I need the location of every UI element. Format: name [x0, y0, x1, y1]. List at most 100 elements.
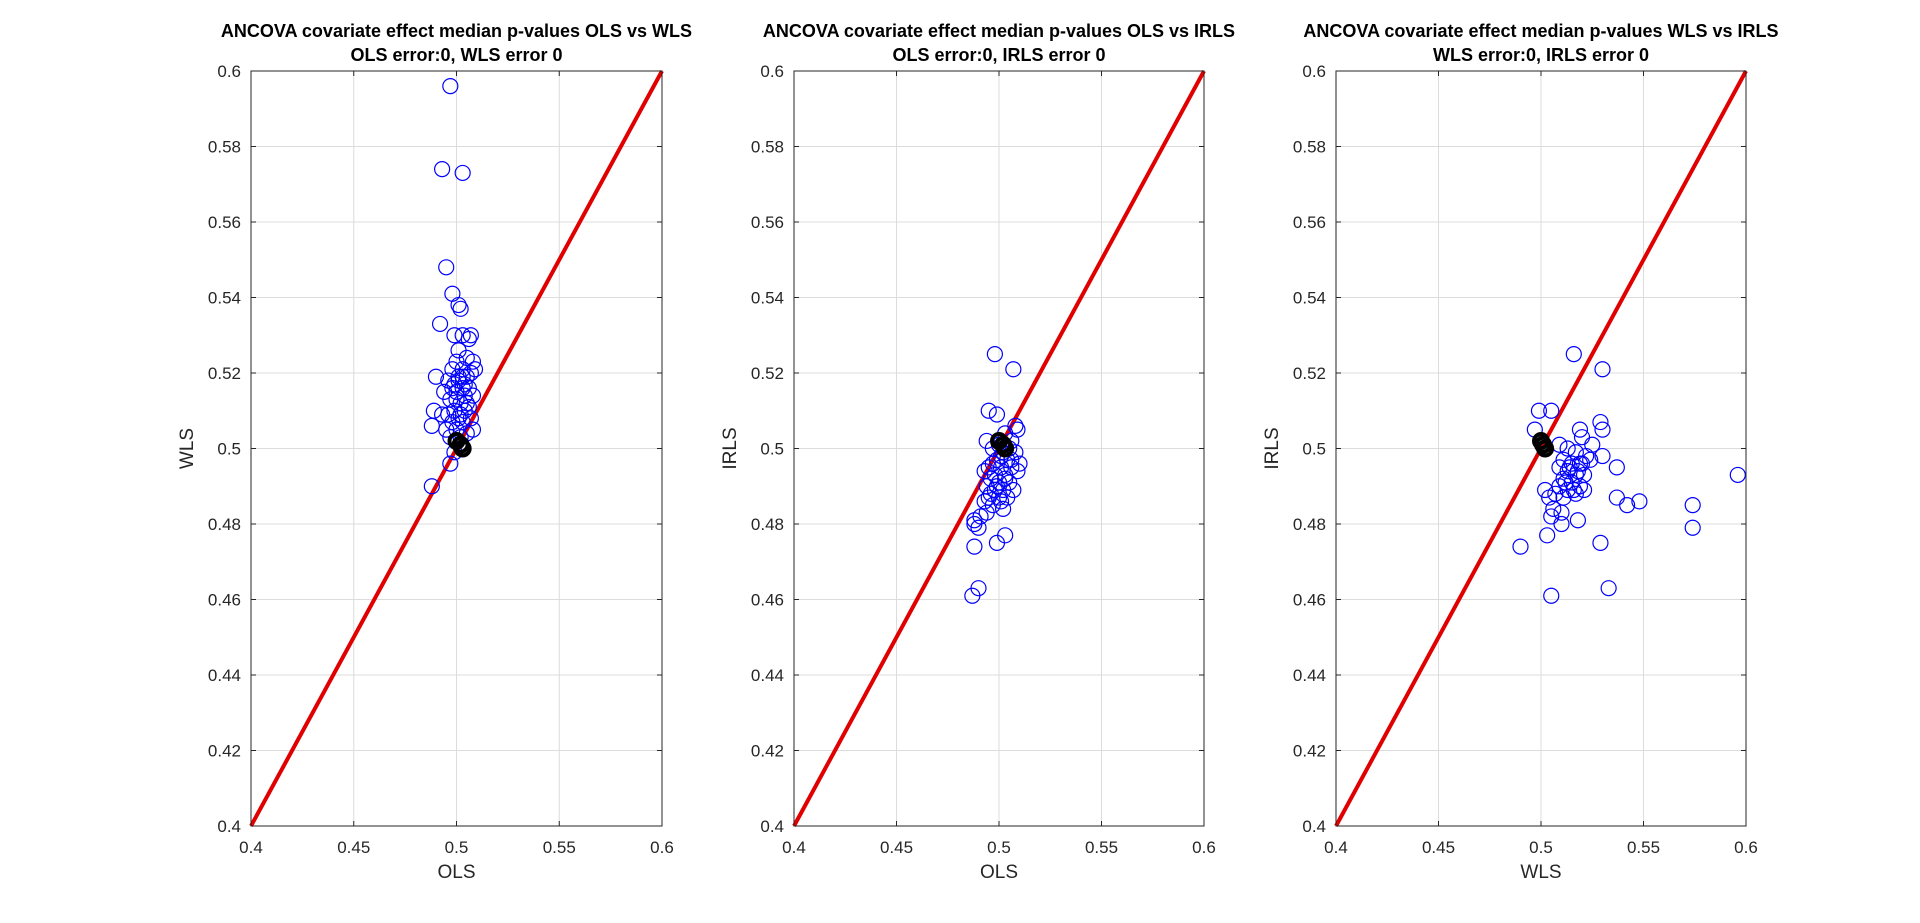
- scatter-point: [1575, 481, 1593, 499]
- scatter-point: [1565, 346, 1582, 363]
- axes-frame: [793, 70, 1205, 827]
- scatter-point: [966, 515, 983, 533]
- scatter-point: [1551, 459, 1568, 476]
- y-tick-label: 0.56: [1293, 213, 1326, 232]
- scatter-point: [448, 391, 465, 408]
- x-tick-label: 0.4: [782, 838, 806, 857]
- panel-subtitle: OLS error:0, IRLS error 0: [892, 45, 1105, 65]
- scatter-point: [1684, 497, 1701, 514]
- x-axis-label: OLS: [437, 862, 475, 883]
- x-tick-label: 0.6: [1192, 838, 1216, 857]
- x-tick-label: 0.6: [1734, 838, 1758, 857]
- panel-title: ANCOVA covariate effect median p-values …: [763, 21, 1235, 41]
- scatter-point: [1569, 512, 1587, 529]
- y-tick-label: 0.46: [208, 591, 241, 610]
- scatter-point: [454, 164, 471, 182]
- y-tick-label: 0.4: [1302, 817, 1326, 836]
- scatter-point: [1559, 481, 1576, 499]
- scatter-point: [1011, 455, 1028, 472]
- x-tick-label: 0.5: [1529, 838, 1553, 857]
- y-tick-label: 0.52: [1293, 364, 1326, 383]
- highlight-point: [1536, 439, 1555, 458]
- panel-ols-vs-wls: ANCOVA covariate effect median p-values …: [177, 21, 692, 883]
- panel-ols-vs-irls: ANCOVA covariate effect median p-values …: [720, 21, 1235, 883]
- scatter-point: [1005, 361, 1022, 378]
- x-tick-label: 0.55: [543, 838, 576, 857]
- scatter-point: [1600, 580, 1617, 597]
- scatter-point: [1592, 413, 1609, 431]
- scatter-point: [1729, 466, 1746, 484]
- y-tick-label: 0.5: [760, 440, 784, 459]
- scatter-point: [460, 398, 477, 416]
- scatter-point: [460, 330, 477, 348]
- scatter-point: [1543, 587, 1560, 604]
- x-tick-label: 0.5: [987, 838, 1011, 857]
- y-tick-label: 0.54: [1293, 289, 1326, 308]
- scatter-point: [966, 538, 983, 555]
- x-tick-label: 0.45: [880, 838, 913, 857]
- highlight-point: [453, 439, 472, 458]
- y-tick-label: 0.44: [751, 666, 784, 685]
- scatter-point: [1559, 440, 1576, 457]
- panel-title: ANCOVA covariate effect median p-values …: [221, 21, 692, 41]
- scatter-point: [444, 380, 461, 397]
- x-axis-label: WLS: [1520, 862, 1561, 883]
- y-tick-label: 0.44: [208, 666, 241, 685]
- y-tick-label: 0.56: [208, 213, 241, 232]
- scatter-point: [982, 485, 999, 502]
- panel-title: ANCOVA covariate effect median p-values …: [1303, 21, 1778, 41]
- scatter-point: [1684, 519, 1701, 536]
- scatter-point: [1573, 455, 1591, 472]
- scatter-point: [423, 478, 440, 495]
- y-tick-label: 0.48: [208, 515, 241, 534]
- x-tick-label: 0.4: [1324, 838, 1348, 857]
- scatter-point: [1530, 402, 1548, 419]
- scatter-point: [966, 512, 983, 529]
- scatter-point: [1567, 485, 1584, 502]
- y-tick-label: 0.6: [1302, 62, 1326, 81]
- scatter-point: [1512, 538, 1529, 555]
- y-tick-label: 0.4: [217, 817, 241, 836]
- scatter-point: [986, 346, 1004, 363]
- scatter-point: [434, 161, 451, 178]
- y-tick-label: 0.42: [208, 742, 241, 761]
- y-tick-label: 0.56: [751, 213, 784, 232]
- x-axis-label: OLS: [980, 862, 1018, 883]
- y-tick-label: 0.6: [760, 62, 784, 81]
- x-tick-label: 0.55: [1627, 838, 1660, 857]
- y-axis-label: IRLS: [720, 427, 741, 469]
- y-tick-label: 0.4: [760, 817, 784, 836]
- x-tick-label: 0.5: [445, 838, 469, 857]
- scatter-point: [1559, 463, 1576, 480]
- scatter-point: [1565, 481, 1582, 499]
- scatter-point: [1553, 504, 1570, 521]
- axes-frame: [250, 70, 663, 827]
- x-tick-label: 0.45: [1422, 838, 1455, 857]
- scatter-point: [1536, 481, 1554, 499]
- scatter-point: [456, 376, 473, 393]
- scatter-point: [1631, 493, 1648, 510]
- y-tick-label: 0.44: [1293, 666, 1326, 685]
- scatter-point: [438, 259, 455, 276]
- y-tick-label: 0.46: [751, 591, 784, 610]
- x-tick-label: 0.6: [650, 838, 674, 857]
- y-axis-label: IRLS: [1262, 427, 1283, 469]
- panel-subtitle: WLS error:0, IRLS error 0: [1433, 45, 1649, 65]
- y-tick-label: 0.48: [1293, 515, 1326, 534]
- scatter-point: [1553, 515, 1570, 533]
- scatter-point: [1592, 534, 1609, 551]
- x-tick-label: 0.4: [239, 838, 263, 857]
- y-tick-label: 0.42: [751, 742, 784, 761]
- y-axis-label: WLS: [177, 428, 198, 469]
- y-tick-label: 0.54: [208, 289, 241, 308]
- scatter-point: [1561, 459, 1578, 476]
- panel-wls-vs-irls: ANCOVA covariate effect median p-values …: [1262, 21, 1779, 883]
- scatter-point: [442, 455, 459, 472]
- scatter-point: [980, 402, 997, 419]
- scatter-point: [1618, 497, 1636, 514]
- scatter-point: [462, 327, 479, 344]
- scatter-point: [454, 368, 471, 385]
- y-tick-label: 0.52: [208, 364, 241, 383]
- scatter-point: [1594, 421, 1611, 438]
- scatter-point: [431, 315, 449, 333]
